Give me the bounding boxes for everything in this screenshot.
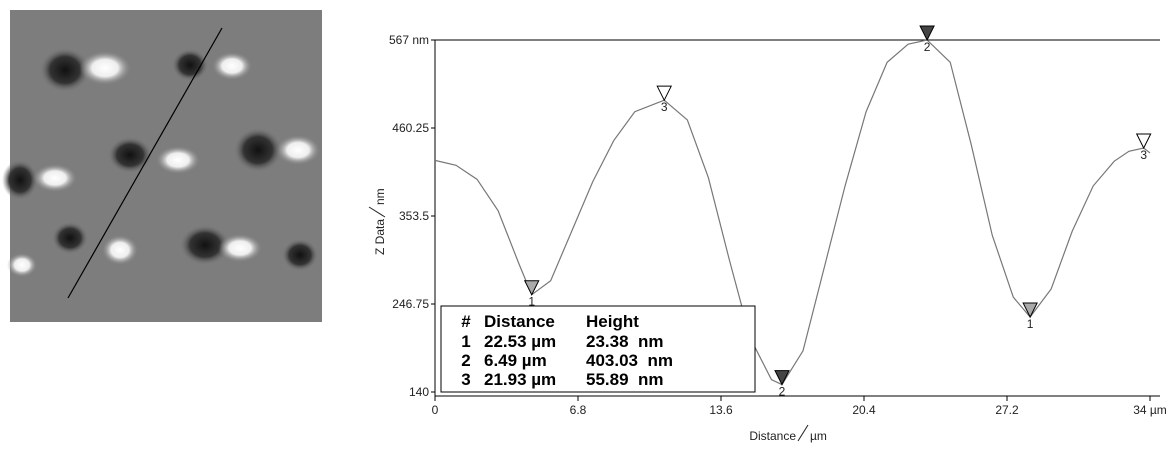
table-cell: 22.53 µm [484, 332, 556, 351]
y-axis-unit: nm [373, 188, 387, 205]
cursor-marker [656, 85, 673, 102]
table-header: # [461, 312, 471, 331]
table-cell: 1 [461, 332, 470, 351]
table-cell: 23.38 nm [586, 332, 664, 351]
table-cell: 403.03 nm [586, 351, 673, 370]
x-tick-label: 6.8 [570, 403, 587, 417]
results-table [440, 305, 756, 393]
x-tick-label: 20.4 [852, 403, 876, 417]
x-tick-label: 0 [432, 403, 439, 417]
cursor-marker [523, 280, 540, 296]
x-tick-label: 27.2 [995, 403, 1019, 417]
y-tick-label: 567 nm [389, 33, 429, 47]
table-header: Height [586, 312, 639, 331]
y-tick-label: 140 [409, 385, 429, 399]
table-header: Distance [484, 312, 555, 331]
table-cell: 6.49 µm [484, 351, 547, 370]
cursor-number: 2 [924, 40, 931, 54]
x-tick-label: 13.6 [709, 403, 733, 417]
afm-image [2, 10, 322, 322]
x-tick-label: 34 µm [1133, 403, 1167, 417]
cursor-number: 2 [779, 385, 786, 399]
x-axis-unit: µm [810, 429, 827, 443]
table-cell: 2 [461, 351, 470, 370]
table-cell: 3 [461, 370, 470, 389]
y-axis-label-group: Z Data nm [368, 188, 387, 255]
cursor-number: 3 [1140, 148, 1147, 162]
y-axis-label: Z Data [373, 219, 387, 255]
x-axis-label: Distance [749, 429, 796, 443]
cursor-number: 1 [528, 295, 535, 309]
cursor-marker [1135, 133, 1152, 150]
profile-line [434, 39, 1151, 386]
y-tick-label: 353.5 [399, 209, 429, 223]
table-cell: 55.89 nm [586, 370, 664, 389]
cursor-marker [774, 370, 790, 386]
cursor-marker [919, 25, 935, 42]
table-cell: 21.93 µm [484, 370, 556, 389]
y-tick-label: 246.75 [392, 297, 429, 311]
cursor-number: 3 [661, 100, 668, 114]
cursor-marker [1022, 302, 1038, 319]
y-unit-slash [368, 206, 386, 218]
y-tick-label: 460.25 [392, 121, 429, 135]
x-unit-slash [797, 424, 809, 442]
cursor-number: 1 [1027, 317, 1034, 331]
